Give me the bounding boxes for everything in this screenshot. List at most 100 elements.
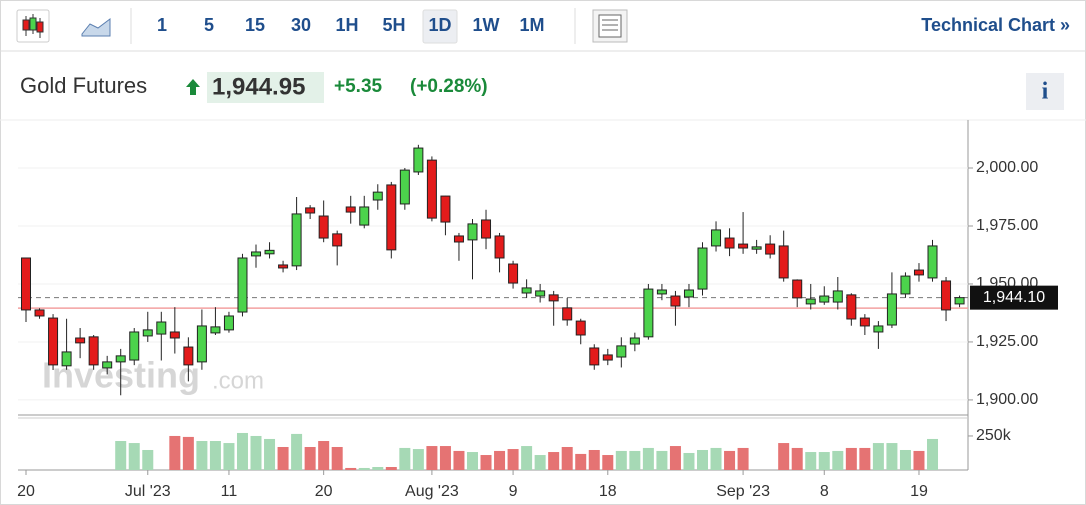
candle-body <box>535 290 546 297</box>
x-tick-label: 20 <box>17 483 35 500</box>
candle-body <box>440 195 451 223</box>
volume-bar <box>250 435 262 470</box>
candle-body <box>75 337 86 344</box>
volume-bar <box>588 449 600 470</box>
interval-button[interactable]: 1D <box>428 15 451 35</box>
candle-body <box>210 326 221 334</box>
candle-body <box>467 223 478 241</box>
x-tick-label: Aug '23 <box>405 483 459 500</box>
candle-body <box>738 243 749 249</box>
change-pct: (+0.28%) <box>410 76 488 97</box>
candle-body <box>359 206 370 226</box>
candle-body <box>954 297 965 305</box>
volume-bar <box>304 446 316 470</box>
volume-bar <box>169 435 181 470</box>
volume-bar <box>494 450 506 470</box>
interval-button[interactable]: 1 <box>157 15 167 35</box>
volume-bar <box>927 438 939 470</box>
volume-bar <box>710 447 722 470</box>
candle-body <box>332 233 343 247</box>
interval-button[interactable]: 1W <box>473 15 500 35</box>
candle-body <box>413 147 424 173</box>
settings-icon[interactable] <box>592 9 628 43</box>
volume-bar <box>209 441 221 470</box>
price: 1,944.95 <box>212 73 305 100</box>
candle-body <box>291 213 302 267</box>
volume-bar <box>291 433 303 470</box>
candle-body <box>683 289 694 298</box>
volume-bar <box>791 447 803 470</box>
volume-bar <box>656 450 668 470</box>
last-price-label: 1,944.10 <box>983 289 1045 306</box>
candle-body <box>48 317 59 366</box>
candle-body <box>629 337 640 345</box>
interval-selected <box>422 9 458 44</box>
volume-bar <box>629 450 641 470</box>
candle-body <box>196 325 207 363</box>
x-tick-label: Sep '23 <box>716 483 770 500</box>
x-tick-label: Jul '23 <box>125 483 171 500</box>
volume-bar <box>182 436 194 470</box>
candle-body <box>873 325 884 333</box>
candle-body <box>900 275 911 295</box>
volume-bar <box>399 447 411 470</box>
interval-button[interactable]: 5 <box>204 15 214 35</box>
candle-body <box>819 295 830 303</box>
volume-bar <box>697 449 708 470</box>
area-icon[interactable] <box>81 18 111 37</box>
volume-bar <box>372 467 384 470</box>
x-tick-label: 8 <box>820 483 829 500</box>
candle-body <box>548 294 559 302</box>
volume-bar <box>358 467 370 470</box>
candle-body <box>345 206 356 213</box>
volume-bar <box>886 443 898 470</box>
volume-bar <box>453 450 465 470</box>
volume-bar <box>805 452 817 470</box>
volume-bar <box>507 449 519 470</box>
interval-button[interactable]: 15 <box>245 15 265 35</box>
candles-icon[interactable] <box>16 9 50 43</box>
candle-body <box>670 295 681 307</box>
candle-body <box>169 331 180 339</box>
volume-bar <box>683 452 695 470</box>
volume-bar <box>196 441 208 470</box>
volume-bar <box>534 455 546 470</box>
candle-body <box>927 245 938 279</box>
interval-button[interactable]: 5H <box>382 15 405 35</box>
y-tick-label: 1,925.00 <box>976 333 1038 350</box>
volume-bar <box>575 453 587 470</box>
x-tick-label: 19 <box>910 483 928 500</box>
volume-bar <box>426 446 438 470</box>
candle-body <box>575 320 586 336</box>
volume-tick-label: 250k <box>976 427 1012 444</box>
candle-body <box>494 235 505 259</box>
volume-bar <box>832 450 844 470</box>
volume-bar <box>223 443 235 470</box>
candle-body <box>859 317 870 327</box>
candle-body <box>278 264 289 269</box>
candle-body <box>697 247 708 290</box>
x-tick-label: 20 <box>315 483 333 500</box>
candle-body <box>913 269 924 276</box>
info-icon[interactable]: i <box>1042 79 1049 105</box>
volume-bar <box>115 441 127 470</box>
candle-body <box>832 290 843 303</box>
candle-body <box>251 251 262 257</box>
volume-bar <box>412 449 424 470</box>
volume-bar <box>724 450 736 470</box>
volume-bar <box>318 441 330 470</box>
candle-body <box>372 191 383 201</box>
interval-button[interactable]: 1H <box>335 15 358 35</box>
interval-button[interactable]: 1M <box>519 15 544 35</box>
interval-button[interactable]: 30 <box>291 15 311 35</box>
info-button[interactable] <box>1026 73 1064 110</box>
candle-body <box>711 229 722 247</box>
candle-body <box>61 351 72 367</box>
candle-body <box>656 289 667 295</box>
y-tick-label: 1,900.00 <box>976 391 1038 408</box>
technical-chart-link[interactable]: Technical Chart » <box>921 15 1070 35</box>
candle-body <box>115 355 126 363</box>
candle-body <box>589 347 600 366</box>
candle-body <box>751 246 762 250</box>
